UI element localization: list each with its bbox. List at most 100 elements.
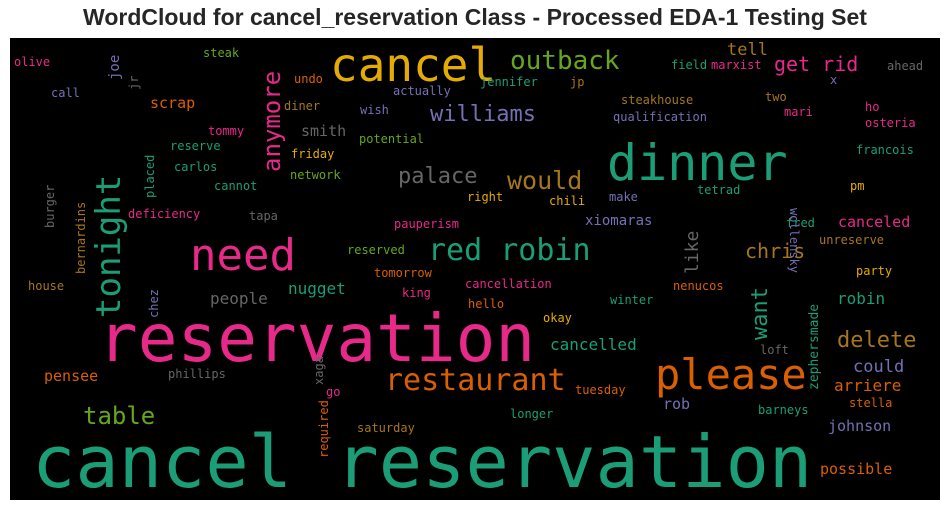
word-unreserve: unreserve: [819, 233, 885, 247]
word-fred: fred: [786, 216, 815, 230]
word-tommy: tommy: [208, 124, 245, 138]
word-reservation: reservation: [98, 300, 536, 377]
word-red-robin: red robin: [428, 233, 591, 268]
word-two: two: [765, 90, 787, 104]
word-loft: loft: [760, 343, 789, 357]
word-cancelled: cancelled: [550, 335, 637, 354]
word-canceled: canceled: [838, 213, 911, 231]
word-tomorrow: tomorrow: [374, 266, 432, 280]
word-house: house: [28, 279, 65, 293]
word-jr: jr: [127, 75, 141, 90]
word-okay: okay: [543, 311, 572, 325]
word-diner: diner: [284, 99, 321, 113]
word-wish: wish: [360, 103, 389, 117]
word-cancel-reservation: cancel reservation: [32, 420, 813, 500]
word-cancellation: cancellation: [465, 277, 552, 291]
word-cancel: cancel: [330, 38, 497, 92]
word-get-rid: get rid: [774, 52, 859, 76]
word-anymore: anymore: [258, 70, 286, 172]
chart-title: WordCloud for cancel_reservation Class -…: [83, 4, 867, 30]
word-pm: pm: [850, 179, 865, 193]
word-olive: olive: [14, 55, 51, 69]
word-robin: robin: [837, 289, 886, 308]
word-saturday: saturday: [357, 421, 415, 435]
word-ahead: ahead: [887, 59, 924, 73]
word-jp: jp: [570, 75, 585, 89]
word-bernardins: bernardins: [74, 201, 88, 274]
word-smith: smith: [301, 122, 347, 140]
word-ho: ho: [865, 100, 880, 114]
word-possible: possible: [820, 460, 893, 478]
word-winter: winter: [610, 293, 654, 307]
word-dinner: dinner: [607, 134, 788, 192]
word-burger: burger: [43, 184, 57, 228]
word-undo: undo: [294, 72, 323, 86]
word-potential: potential: [359, 132, 425, 146]
word-tonight: tonight: [89, 174, 129, 318]
word-would: would: [507, 166, 583, 195]
word-francois: francois: [856, 143, 914, 157]
word-arriere: arriere: [834, 376, 902, 395]
word-carlos: carlos: [174, 160, 218, 174]
word-could: could: [853, 357, 905, 377]
word-deficiency: deficiency: [128, 207, 201, 221]
word-cannot: cannot: [214, 179, 258, 193]
word-placed: placed: [143, 154, 157, 198]
word-need: need: [190, 230, 296, 281]
word-field: field: [671, 58, 708, 72]
word-please: please: [655, 350, 807, 399]
word-osteria: osteria: [865, 116, 916, 130]
word-network: network: [290, 168, 341, 182]
word-tell: tell: [727, 40, 768, 60]
word-required: required: [317, 400, 331, 458]
word-steakhouse: steakhouse: [621, 93, 694, 107]
word-restaurant: restaurant: [385, 363, 566, 398]
word-call: call: [51, 86, 80, 100]
word-party: party: [856, 264, 893, 278]
word-reserved: reserved: [347, 243, 405, 257]
word-palace: palace: [398, 164, 478, 189]
word-phillips: phillips: [168, 367, 226, 381]
word-like: like: [682, 230, 703, 274]
word-x: x: [830, 73, 838, 87]
word-make: make: [609, 190, 638, 204]
word-zephersmade: zephersmade: [807, 303, 822, 390]
word-mari: mari: [784, 105, 813, 119]
word-chili: chili: [549, 194, 586, 208]
word-nugget: nugget: [288, 279, 346, 298]
word-delete: delete: [837, 328, 917, 353]
word-xaga: xaga: [312, 356, 326, 385]
word-rob: rob: [663, 395, 691, 413]
word-johnson: johnson: [828, 417, 892, 435]
word-chris: chris: [745, 239, 806, 263]
word-marxist: marxist: [711, 58, 762, 72]
word-hello: hello: [468, 297, 505, 311]
word-longer: longer: [510, 407, 554, 421]
word-scrap: scrap: [150, 94, 196, 112]
word-cloud: cancel reservation reservation dinner cance…: [10, 38, 940, 500]
word-jennifer: jennifer: [480, 75, 538, 89]
word-stella: stella: [849, 396, 893, 410]
word-people: people: [210, 289, 268, 308]
word-right: right: [467, 190, 504, 204]
word-barneys: barneys: [758, 403, 809, 417]
word-table: table: [83, 402, 156, 430]
word-chez: chez: [147, 289, 161, 318]
word-williams: williams: [430, 102, 536, 127]
word-king: king: [402, 286, 431, 300]
word-pauperism: pauperism: [394, 217, 460, 231]
word-actually: actually: [393, 84, 451, 98]
word-tuesday: tuesday: [575, 383, 626, 397]
word-outback: outback: [510, 46, 620, 76]
word-go: go: [326, 385, 341, 399]
word-xiomaras: xiomaras: [585, 213, 653, 229]
word-tapa: tapa: [249, 209, 278, 223]
word-qualification: qualification: [613, 110, 707, 124]
word-reserve: reserve: [170, 139, 221, 153]
word-friday: friday: [291, 147, 335, 161]
word-pensee: pensee: [44, 367, 99, 385]
word-nenucos: nenucos: [673, 279, 724, 293]
word-want: want: [748, 287, 773, 340]
word-tetrad: tetrad: [697, 183, 741, 197]
word-steak: steak: [203, 46, 240, 60]
